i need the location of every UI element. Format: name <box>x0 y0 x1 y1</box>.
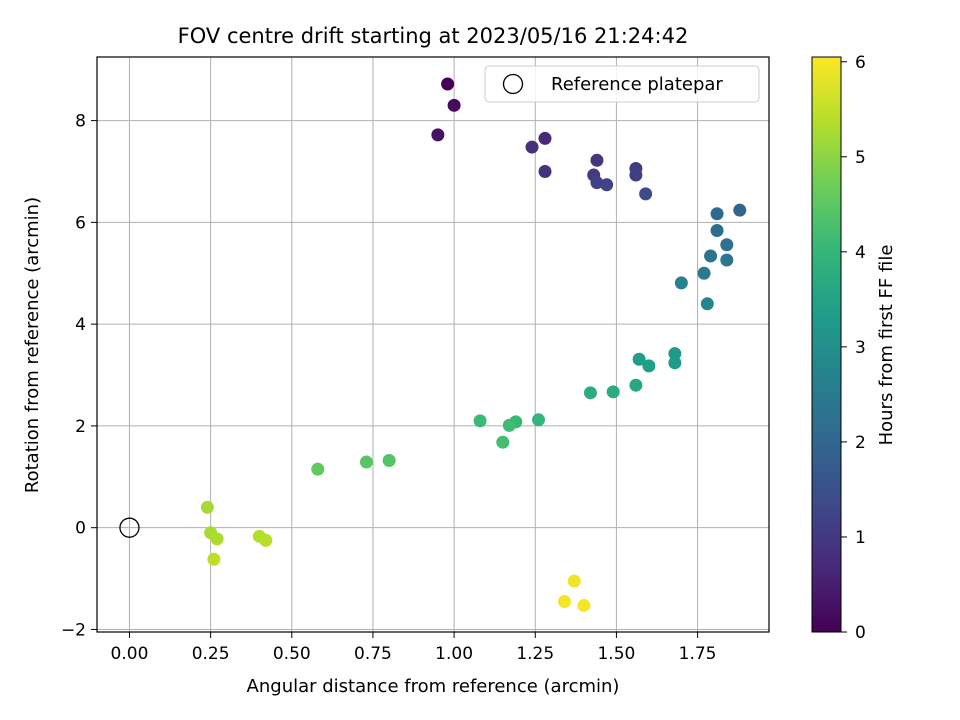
legend-entry-reference: Reference platepar <box>551 74 723 95</box>
data-point <box>577 599 591 613</box>
colorbar-tick-label: 1 <box>855 528 866 548</box>
x-tick-label: 0.50 <box>273 644 311 664</box>
legend: Reference platepar <box>484 65 760 103</box>
data-point <box>359 455 373 469</box>
x-tick-label: 0.75 <box>354 644 392 664</box>
data-point <box>720 253 734 267</box>
data-point <box>697 266 711 280</box>
data-point <box>557 594 571 608</box>
y-tick-label: −2 <box>61 620 86 640</box>
y-tick-label: 0 <box>75 519 86 539</box>
data-point <box>674 276 688 290</box>
data-point <box>590 153 604 167</box>
data-point <box>710 207 724 221</box>
data-point <box>200 500 214 514</box>
colorbar-gradient <box>811 56 842 633</box>
data-point <box>567 574 581 588</box>
data-point <box>583 386 597 400</box>
data-point <box>210 532 224 546</box>
data-point <box>382 454 396 468</box>
x-axis-label: Angular distance from reference (arcmin) <box>247 676 620 697</box>
colorbar-tick-label: 6 <box>855 53 866 73</box>
data-point <box>733 203 747 217</box>
plot-frame <box>96 56 770 633</box>
data-point <box>311 462 325 476</box>
data-point <box>642 359 656 373</box>
colorbar-tick-label: 4 <box>855 243 866 263</box>
data-point <box>668 356 682 370</box>
x-axis-ticks: 0.00 0.25 0.50 0.75 1.00 1.25 1.50 1.75 <box>111 632 717 664</box>
x-tick-label: 1.75 <box>679 644 717 664</box>
data-point <box>441 77 455 91</box>
legend-marker-reference <box>502 73 524 95</box>
data-point <box>532 413 546 427</box>
data-points <box>200 77 747 613</box>
y-axis-ticks: −2 0 2 4 6 8 <box>61 112 97 640</box>
data-point <box>473 414 487 428</box>
x-tick-label: 1.00 <box>435 644 473 664</box>
data-point <box>207 552 221 566</box>
colorbar-tick-label: 0 <box>855 623 866 643</box>
y-tick-label: 6 <box>75 213 86 233</box>
data-point <box>704 249 718 263</box>
y-tick-label: 4 <box>75 315 86 335</box>
x-tick-label: 1.50 <box>597 644 635 664</box>
data-point <box>629 168 643 182</box>
data-point <box>629 378 643 392</box>
grid <box>97 57 769 632</box>
x-tick-label: 1.25 <box>516 644 554 664</box>
colorbar-tick-label: 3 <box>855 338 866 358</box>
data-point <box>606 385 620 399</box>
data-point <box>259 533 273 547</box>
y-tick-label: 2 <box>75 417 86 437</box>
data-point <box>538 131 552 145</box>
y-axis-label: Rotation from reference (arcmin) <box>22 197 43 493</box>
colorbar-ticks: 0 1 2 3 4 5 6 <box>841 53 866 643</box>
data-point <box>538 164 552 178</box>
data-point <box>720 238 734 252</box>
data-point <box>700 297 714 311</box>
colorbar: 0 1 2 3 4 5 6 Hours from first FF file <box>811 53 897 643</box>
data-point <box>639 187 653 201</box>
data-point <box>502 418 516 432</box>
data-point <box>447 98 461 112</box>
data-point <box>710 224 724 238</box>
reference-layer <box>119 517 140 538</box>
x-tick-label: 0.00 <box>111 644 149 664</box>
data-point <box>600 178 614 192</box>
data-point <box>431 128 445 142</box>
data-point <box>496 435 510 449</box>
colorbar-tick-label: 5 <box>855 148 866 168</box>
data-point <box>525 140 539 154</box>
chart-title: FOV centre drift starting at 2023/05/16 … <box>178 24 689 48</box>
colorbar-label: Hours from first FF file <box>876 245 897 446</box>
colorbar-tick-label: 2 <box>855 433 866 453</box>
legend-box <box>484 65 760 103</box>
data-point <box>590 176 604 190</box>
data-point <box>668 347 682 361</box>
data-point <box>632 352 646 366</box>
reference-platepar-marker <box>119 517 140 538</box>
x-tick-label: 0.25 <box>192 644 230 664</box>
y-tick-label: 8 <box>75 112 86 132</box>
